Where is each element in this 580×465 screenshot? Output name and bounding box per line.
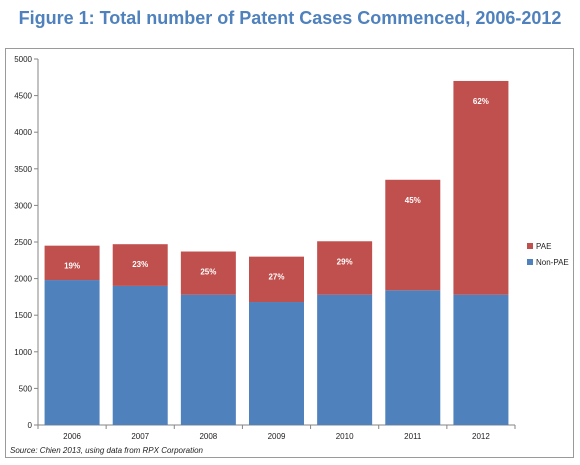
legend-label-pae: PAE — [536, 242, 551, 251]
chart-title: Figure 1: Total number of Patent Cases C… — [18, 8, 562, 28]
pae-share-label-2011: 45% — [405, 196, 421, 205]
y-tick-label: 4500 — [14, 92, 32, 101]
bar-non-pae-2007 — [112, 285, 168, 425]
pae-share-label-2007: 23% — [132, 260, 148, 269]
chart-frame — [5, 48, 574, 458]
bar-pae-2011 — [385, 179, 441, 291]
pae-share-label-2009: 27% — [268, 273, 284, 282]
bar-non-pae-2006 — [44, 280, 100, 425]
bar-non-pae-2010 — [317, 294, 373, 425]
x-tick-label: 2010 — [336, 432, 354, 441]
x-tick-label: 2007 — [131, 432, 149, 441]
bar-pae-2006 — [44, 245, 100, 281]
bar-non-pae-2012 — [453, 294, 509, 425]
bar-pae-2009 — [249, 256, 304, 303]
x-tick-label: 2006 — [63, 432, 81, 441]
bar-pae-2008 — [180, 251, 236, 295]
y-tick-label: 5000 — [14, 55, 32, 64]
x-tick-label: 2012 — [472, 432, 490, 441]
source-note: Source: Chien 2013, using data from RPX … — [10, 446, 203, 455]
bar-pae-2012 — [453, 80, 509, 295]
bar-pae-2010 — [317, 241, 373, 295]
y-tick-label: 2000 — [14, 275, 32, 284]
legend-label-non-pae: Non-PAE — [536, 258, 569, 267]
pae-share-label-2006: 19% — [64, 262, 80, 271]
y-tick-label: 1000 — [14, 348, 32, 357]
y-tick-label: 3000 — [14, 201, 32, 210]
y-tick-label: 500 — [19, 384, 33, 393]
x-tick-label: 2009 — [268, 432, 286, 441]
y-tick-label: 1500 — [14, 311, 32, 320]
y-tick-label: 4000 — [14, 128, 32, 137]
bar-non-pae-2009 — [249, 302, 304, 425]
legend-swatch-pae — [527, 243, 533, 249]
legend-swatch-non-pae — [527, 259, 533, 265]
y-tick-label: 3500 — [14, 165, 32, 174]
y-tick-label: 2500 — [14, 238, 32, 247]
pae-share-label-2008: 25% — [200, 268, 216, 277]
bar-pae-2007 — [112, 244, 168, 286]
y-tick-label: 0 — [28, 421, 33, 430]
bar-non-pae-2008 — [180, 294, 236, 425]
pae-share-label-2012: 62% — [473, 97, 489, 106]
x-tick-label: 2011 — [404, 432, 422, 441]
bar-non-pae-2011 — [385, 290, 441, 425]
x-tick-label: 2008 — [199, 432, 217, 441]
pae-share-label-2010: 29% — [337, 257, 353, 266]
